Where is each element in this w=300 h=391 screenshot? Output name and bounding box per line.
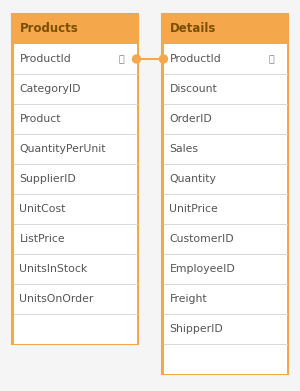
Text: OrderID: OrderID — [169, 114, 212, 124]
Bar — [164, 134, 286, 164]
Circle shape — [160, 55, 167, 63]
Text: Products: Products — [20, 23, 79, 36]
Text: Product: Product — [20, 114, 61, 124]
Text: EmployeeID: EmployeeID — [169, 264, 235, 274]
Bar — [14, 314, 136, 344]
Bar — [14, 224, 136, 254]
Text: Details: Details — [170, 23, 216, 36]
Text: CategoryID: CategoryID — [20, 84, 81, 94]
Text: ProductId: ProductId — [169, 54, 221, 64]
Text: UnitCost: UnitCost — [20, 204, 66, 214]
Text: CustomerID: CustomerID — [169, 234, 234, 244]
Bar — [162, 14, 288, 374]
Bar — [164, 164, 286, 194]
Bar — [164, 344, 286, 374]
Bar — [164, 314, 286, 344]
Circle shape — [133, 55, 140, 63]
Bar — [164, 254, 286, 284]
Bar — [14, 164, 136, 194]
Text: 🔑: 🔑 — [118, 56, 124, 65]
Text: 🔑: 🔑 — [268, 56, 274, 65]
Text: UnitsOnOrder: UnitsOnOrder — [20, 294, 94, 304]
Text: UnitsInStock: UnitsInStock — [20, 264, 88, 274]
Text: SupplierID: SupplierID — [20, 174, 76, 184]
Bar — [162, 14, 288, 44]
Bar — [14, 134, 136, 164]
Text: Discount: Discount — [169, 84, 217, 94]
Bar — [164, 44, 286, 74]
Text: ProductId: ProductId — [20, 54, 71, 64]
Bar — [164, 224, 286, 254]
Bar — [12, 14, 138, 44]
Text: Sales: Sales — [169, 144, 199, 154]
Bar — [164, 104, 286, 134]
Bar — [164, 194, 286, 224]
Bar — [164, 74, 286, 104]
Text: ShipperID: ShipperID — [169, 324, 223, 334]
Bar — [14, 104, 136, 134]
Text: Quantity: Quantity — [169, 174, 216, 184]
Text: ListPrice: ListPrice — [20, 234, 65, 244]
Bar — [14, 74, 136, 104]
Text: Freight: Freight — [169, 294, 207, 304]
Bar — [164, 284, 286, 314]
Bar — [12, 14, 138, 344]
Bar — [14, 44, 136, 74]
Bar — [14, 194, 136, 224]
Text: UnitPrice: UnitPrice — [169, 204, 218, 214]
Bar — [14, 254, 136, 284]
Text: QuantityPerUnit: QuantityPerUnit — [20, 144, 106, 154]
Bar — [14, 284, 136, 314]
